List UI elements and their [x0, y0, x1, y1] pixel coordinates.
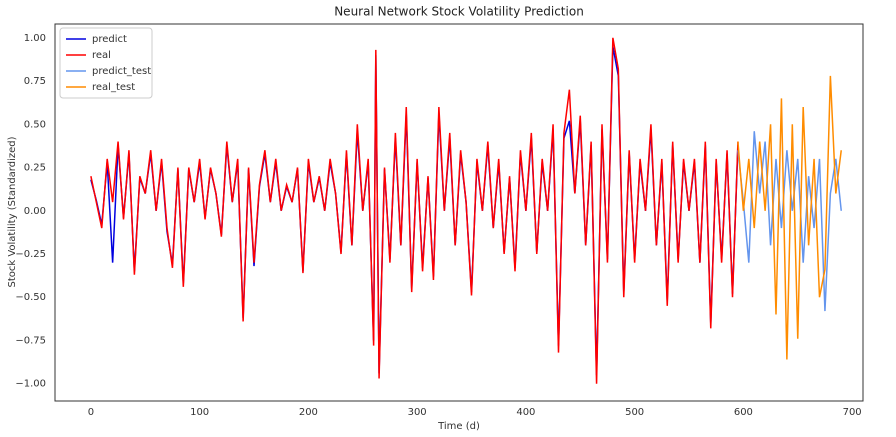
series-line: [737, 131, 842, 312]
y-tick-label: 0.25: [24, 163, 46, 174]
y-tick-label: −1.00: [15, 379, 46, 390]
x-tick-label: 500: [625, 407, 644, 418]
x-tick-label: 400: [516, 407, 535, 418]
x-tick-label: 0: [88, 407, 94, 418]
y-axis-label: Stock Volatility (Standardized): [7, 136, 18, 287]
series-line: [90, 37, 739, 384]
legend-label: real: [92, 50, 111, 61]
legend-label: real_test: [92, 82, 135, 93]
x-tick-label: 700: [843, 407, 862, 418]
y-tick-label: 0.50: [24, 119, 46, 130]
legend-label: predict_test: [92, 66, 151, 77]
chart-title: Neural Network Stock Volatility Predicti…: [334, 5, 584, 19]
x-axis-label: Time (d): [437, 421, 480, 432]
series-line: [737, 75, 842, 360]
y-tick-label: 0.75: [24, 76, 46, 87]
legend-box: [59, 27, 153, 99]
y-tick-label: −0.50: [15, 292, 46, 303]
x-tick-label: 600: [734, 407, 753, 418]
legend-label: predict: [92, 34, 127, 45]
y-tick-label: −0.75: [15, 335, 46, 346]
y-tick-label: 1.00: [24, 33, 46, 44]
x-tick-label: 100: [190, 407, 209, 418]
plot-frame: [54, 23, 864, 402]
y-tick-label: 0.00: [24, 206, 46, 217]
y-tick-label: −0.25: [15, 249, 46, 260]
x-tick-label: 300: [408, 407, 427, 418]
x-tick-label: 200: [299, 407, 318, 418]
